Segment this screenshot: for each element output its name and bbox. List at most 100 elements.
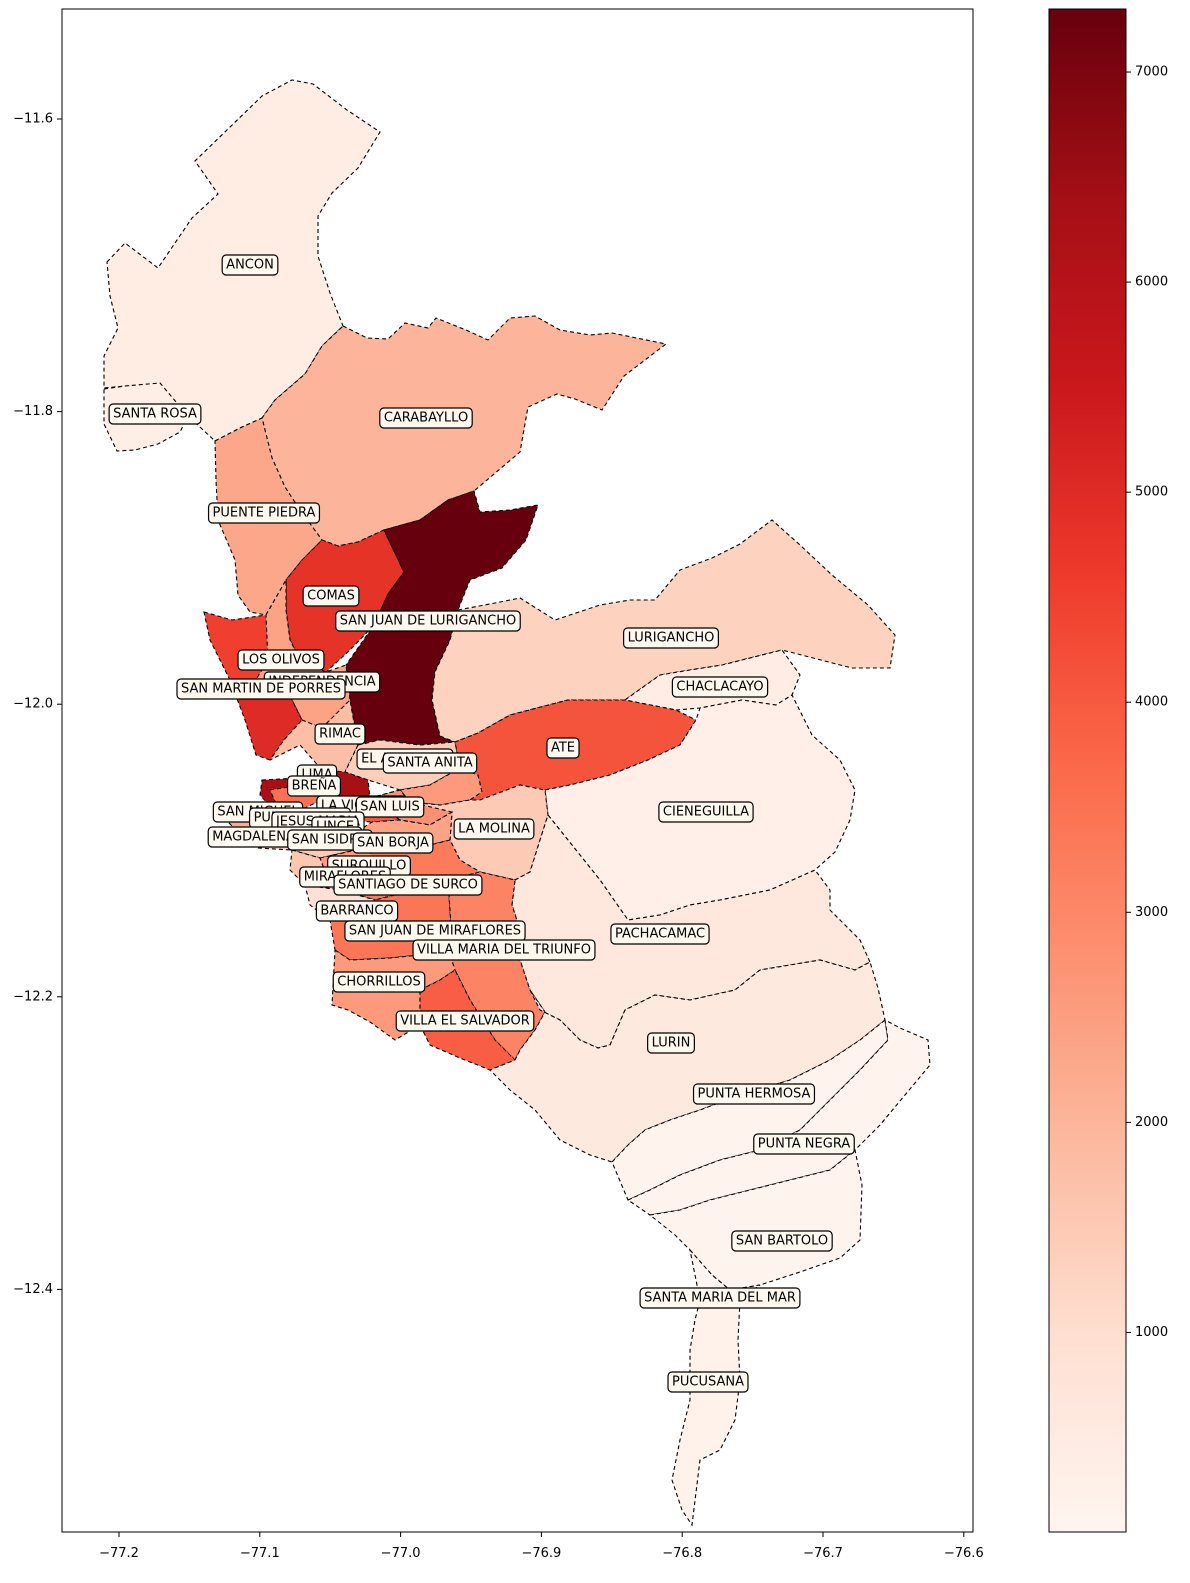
x-tick-label: −77.0 xyxy=(381,1546,421,1561)
district-label-text: LURIN xyxy=(652,1036,691,1051)
label-santa-maria-del-mar: SANTA MARIA DEL MAR xyxy=(639,1287,801,1309)
y-tick-label: −11.6 xyxy=(13,112,53,127)
label-comas: COMAS xyxy=(302,585,360,607)
label-barranco: BARRANCO xyxy=(315,900,399,922)
label-box xyxy=(352,832,434,854)
label-box xyxy=(333,874,483,896)
colorbar-tick-label: 2000 xyxy=(1135,1115,1168,1130)
label-santa-rosa: SANTA ROSA xyxy=(108,403,202,425)
label-box xyxy=(395,1010,535,1032)
district-label-text: CHACLACAYO xyxy=(676,680,763,695)
label-los-olivos: LOS OLIVOS xyxy=(237,649,325,671)
label-box xyxy=(667,1371,749,1393)
district-label-text: BREÑA xyxy=(292,778,337,794)
y-tick-label: −12.0 xyxy=(13,697,53,712)
colorbar-tick-label: 3000 xyxy=(1135,905,1168,920)
label-rimac: RIMAC xyxy=(314,723,366,745)
district-label-text: LURIGANCHO xyxy=(628,631,715,646)
label-cieneguilla: CIENEGUILLA xyxy=(658,801,754,823)
district-label-text: CARABAYLLO xyxy=(384,411,468,426)
map-axes: ANCON SANTA ROSA CARABAYLLO PUENTE PIEDRA CO… xyxy=(13,8,984,1561)
label-san-martin-de-porres: SAN MARTIN DE PORRES xyxy=(176,678,346,700)
label-san-juan-de-miraflores: SAN JUAN DE MIRAFLORES xyxy=(344,920,526,942)
label-box xyxy=(753,1133,855,1155)
district-label-text: SANTA MARIA DEL MAR xyxy=(644,1291,796,1306)
x-tick-label: −76.9 xyxy=(521,1546,561,1561)
label-pucusana: PUCUSANA xyxy=(667,1371,749,1393)
label-ancon: ANCON xyxy=(221,254,279,276)
map-frame xyxy=(61,8,974,1533)
x-tick-label: −76.8 xyxy=(662,1546,702,1561)
label-chaclacayo: CHACLACAYO xyxy=(671,676,769,698)
district-pucusana xyxy=(671,1299,741,1527)
label-punta-negra: PUNTA NEGRA xyxy=(753,1133,855,1155)
x-tick-label: −77.2 xyxy=(99,1546,139,1561)
colorbar-ticks: 1000 2000 3000 4000 5000 6000 7000 xyxy=(1126,65,1168,1340)
label-puente-piedra: PUENTE PIEDRA xyxy=(207,502,321,524)
label-box xyxy=(453,818,535,840)
label-box xyxy=(379,407,473,429)
district-label-text: SAN BORJA xyxy=(357,836,429,851)
label-san-juan-de-lurigancho: SAN JUAN DE LURIGANCHO xyxy=(335,610,521,632)
colorbar-tick-label: 5000 xyxy=(1135,485,1168,500)
label-san-borja: SAN BORJA xyxy=(352,832,434,854)
district-label-text: ANCON xyxy=(226,258,274,273)
district-label-text: CHORRILLOS xyxy=(337,975,421,990)
label-san-isidro: SAN ISIDRO xyxy=(287,829,373,851)
district-label-text: SAN BARTOLO xyxy=(736,1234,828,1249)
label-box xyxy=(639,1287,801,1309)
colorbar-tick-label: 6000 xyxy=(1135,275,1168,290)
district-label-text: SAN ISIDRO xyxy=(292,833,368,848)
district-label-text: COMAS xyxy=(307,589,355,604)
x-tick-label: −76.7 xyxy=(803,1546,843,1561)
colorbar-gradient xyxy=(1049,9,1126,1532)
district-label-text: ATE xyxy=(551,741,575,756)
district-label-text: BARRANCO xyxy=(320,904,393,919)
label-box xyxy=(692,1083,816,1105)
label-box xyxy=(332,971,426,993)
district-labels: ANCON SANTA ROSA CARABAYLLO PUENTE PIEDRA CO… xyxy=(108,254,855,1393)
y-tick-label: −12.2 xyxy=(13,989,53,1004)
y-tick-label: −12.4 xyxy=(13,1282,53,1297)
x-tick-label: −76.6 xyxy=(944,1546,984,1561)
label-box xyxy=(610,923,710,945)
label-box xyxy=(221,254,279,276)
label-box xyxy=(382,752,478,774)
label-ate: ATE xyxy=(546,737,580,759)
label-box xyxy=(546,737,580,759)
label-box xyxy=(335,610,521,632)
label-box xyxy=(658,801,754,823)
label-villa-el-salvador: VILLA EL SALVADOR xyxy=(395,1010,535,1032)
colorbar-frame xyxy=(1048,8,1127,1533)
district-label-text: LOS OLIVOS xyxy=(242,653,320,668)
colorbar-tick-label: 4000 xyxy=(1135,695,1168,710)
label-santa-anita: SANTA ANITA xyxy=(382,752,478,774)
label-chorrillos: CHORRILLOS xyxy=(332,971,426,993)
district-label-text: LA MOLINA xyxy=(458,822,530,837)
x-axis-ticks: −77.2 −77.1 −77.0 −76.9 −76.8 −76.7 −76.6 xyxy=(99,1532,984,1561)
label-box xyxy=(314,723,366,745)
label-box xyxy=(647,1032,695,1054)
label-box xyxy=(671,676,769,698)
district-label-text: PUNTA NEGRA xyxy=(758,1137,851,1152)
label-box xyxy=(302,585,360,607)
label-la-molina: LA MOLINA xyxy=(453,818,535,840)
label-box xyxy=(731,1230,833,1252)
label-pachacamac: PACHACAMAC xyxy=(610,923,710,945)
district-label-text: SANTIAGO DE SURCO xyxy=(338,878,478,893)
label-san-bartolo: SAN BARTOLO xyxy=(731,1230,833,1252)
label-lurin: LURIN xyxy=(647,1032,695,1054)
label-box xyxy=(355,796,425,818)
district-label-text: PUENTE PIEDRA xyxy=(213,506,316,521)
district-label-text: SANTA ANITA xyxy=(387,756,472,771)
district-label-text: CIENEGUILLA xyxy=(663,805,749,820)
colorbar-tick-label: 1000 xyxy=(1135,1325,1168,1340)
district-label-text: RIMAC xyxy=(319,727,361,742)
district-label-text: SAN LUIS xyxy=(360,800,419,815)
district-label-text: PUCUSANA xyxy=(672,1375,744,1390)
district-label-text: SAN JUAN DE MIRAFLORES xyxy=(349,924,521,939)
label-box xyxy=(412,939,596,961)
label-box xyxy=(108,403,202,425)
district-label-text: SAN JUAN DE LURIGANCHO xyxy=(340,614,516,629)
colorbar: 1000 2000 3000 4000 5000 6000 7000 xyxy=(1048,8,1168,1533)
